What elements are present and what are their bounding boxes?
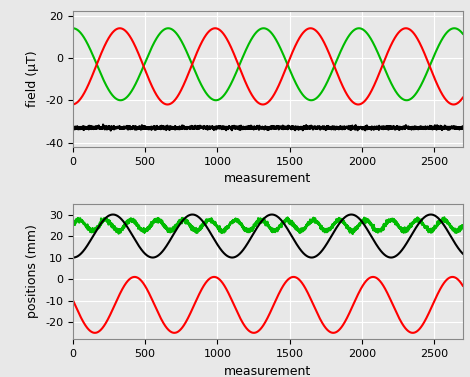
Y-axis label: field (μT): field (μT) <box>26 51 39 107</box>
X-axis label: measurement: measurement <box>224 172 312 185</box>
X-axis label: measurement: measurement <box>224 365 312 377</box>
Y-axis label: positions (mm): positions (mm) <box>26 225 39 319</box>
